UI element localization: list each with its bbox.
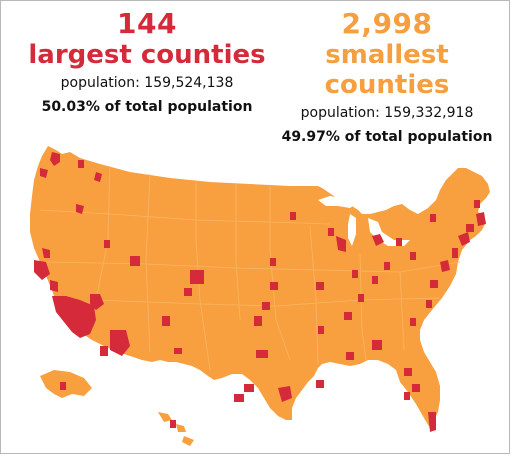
county-indianapolis	[352, 270, 358, 278]
county-orlando	[412, 384, 420, 392]
florida-peninsula	[396, 370, 436, 428]
county-new-york	[458, 232, 470, 246]
county-milwaukee	[328, 228, 334, 236]
county-oklahoma	[254, 316, 262, 326]
county-upstate-ny	[430, 214, 436, 222]
county-boise	[76, 204, 84, 214]
largest-label: largest counties	[28, 40, 266, 70]
county-spokane	[78, 160, 84, 168]
county-hawaii	[170, 420, 176, 428]
hawaii-island-3	[182, 436, 194, 446]
county-cincinnati	[372, 276, 378, 284]
hawaii-island-1	[158, 412, 172, 422]
smallest-percent: 49.97% of total population	[281, 129, 493, 145]
us-county-map	[30, 146, 490, 446]
largest-counties	[34, 152, 486, 432]
county-new-orleans	[316, 380, 324, 388]
county-chicago	[336, 236, 346, 252]
county-tucson	[100, 346, 108, 356]
county-fresno	[50, 280, 58, 292]
county-philadelphia	[452, 248, 458, 258]
county-san-antonio	[234, 394, 244, 402]
county-cleveland	[396, 238, 402, 246]
county-minneapolis	[290, 212, 296, 220]
county-tampa	[404, 392, 410, 400]
county-sacramento	[42, 248, 50, 258]
county-utah	[130, 256, 140, 266]
county-omaha	[270, 258, 276, 266]
smallest-label: smallest counties	[324, 40, 450, 100]
county-seattle	[50, 152, 60, 166]
county-raleigh	[426, 300, 432, 308]
county-columbus	[384, 262, 390, 270]
county-louisville	[358, 294, 364, 302]
county-las-vegas	[90, 294, 104, 310]
county-denver	[190, 270, 204, 284]
county-new-hampshire	[474, 200, 480, 208]
largest-percent: 50.03% of total population	[41, 99, 253, 115]
county-miami	[428, 412, 436, 432]
county-tulsa	[262, 302, 270, 310]
smallest-population: population: 159,332,918	[300, 105, 474, 121]
county-salt-lake	[104, 240, 110, 248]
hawaii-island-2	[176, 424, 186, 432]
county-virginia	[430, 280, 438, 288]
county-phoenix	[110, 330, 130, 356]
county-memphis	[318, 326, 324, 334]
county-houston	[278, 386, 292, 402]
county-portland	[40, 168, 48, 178]
county-boston	[476, 212, 486, 226]
county-dc-baltimore	[440, 260, 450, 272]
lake-michigan	[348, 214, 356, 246]
county-connecticut	[466, 224, 474, 232]
county-nashville	[344, 312, 352, 320]
largest-population: population: 159,524,138	[60, 75, 234, 91]
county-albuquerque	[162, 316, 170, 326]
smallest-counties-panel: 2,998 smallest counties population: 159,…	[262, 8, 512, 146]
largest-count: 144	[117, 7, 177, 40]
county-dallas	[256, 350, 268, 358]
county-atlanta	[372, 340, 382, 350]
county-jacksonville	[404, 368, 412, 376]
county-pittsburgh	[410, 252, 416, 260]
county-austin	[244, 384, 254, 392]
county-detroit	[372, 234, 384, 246]
county-kansas-city	[270, 282, 278, 290]
county-birmingham	[346, 352, 354, 360]
county-colorado-springs	[184, 288, 192, 296]
lake-superior	[318, 196, 356, 208]
smallest-count: 2,998	[341, 7, 433, 40]
county-charlotte	[410, 318, 416, 326]
county-southern-california	[52, 296, 96, 338]
largest-counties-panel: 144 largest counties population: 159,524…	[22, 8, 272, 116]
county-st-louis	[316, 282, 324, 290]
county-el-paso	[174, 348, 182, 354]
contiguous-us-shape	[30, 146, 490, 424]
county-idaho	[94, 172, 102, 182]
county-anchorage	[60, 382, 66, 390]
county-bay-area	[34, 260, 50, 280]
